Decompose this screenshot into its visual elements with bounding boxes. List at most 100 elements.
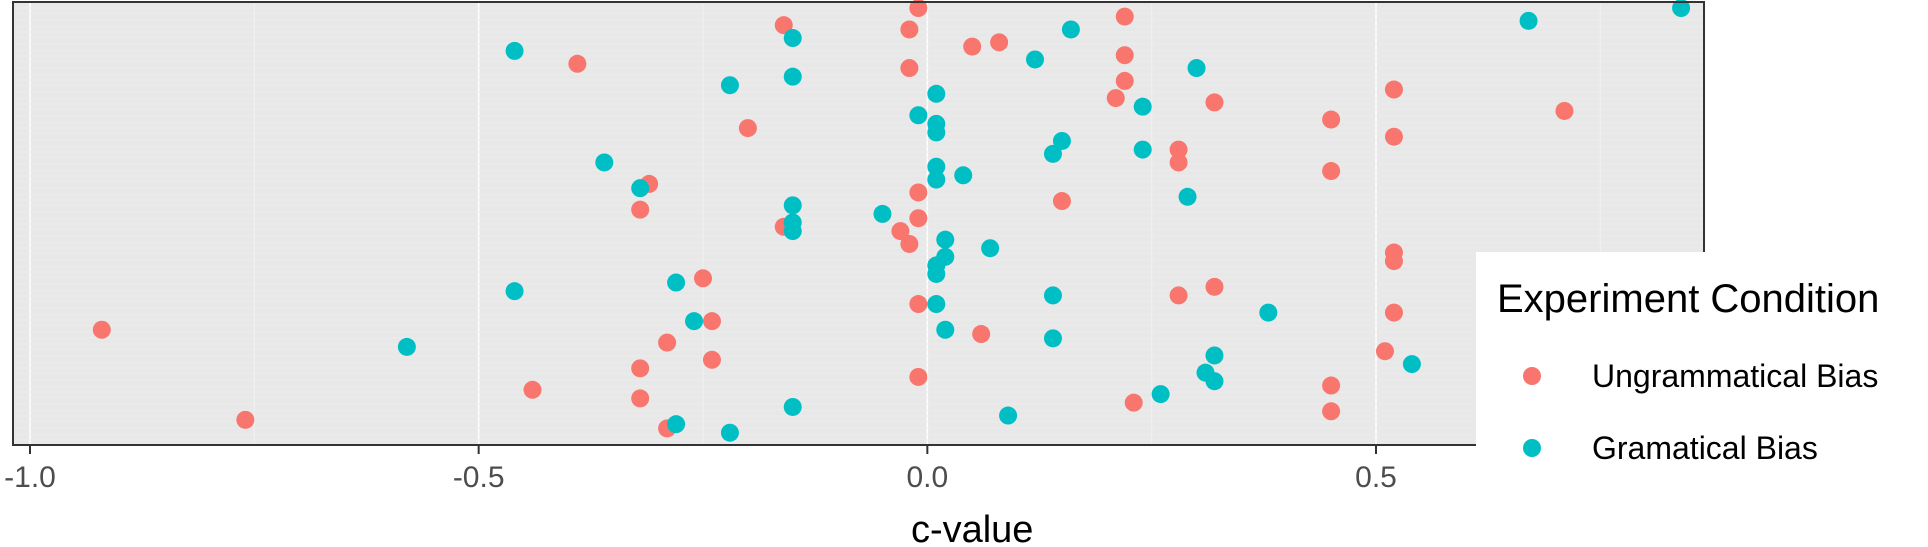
point-ungrammatical-bias	[523, 380, 542, 399]
point-ungrammatical-bias	[1205, 93, 1224, 112]
point-gramatical-bias	[1259, 303, 1278, 322]
point-ungrammatical-bias	[631, 200, 650, 219]
point-ungrammatical-bias	[1375, 342, 1394, 361]
point-gramatical-bias	[783, 67, 802, 86]
point-ungrammatical-bias	[1555, 101, 1574, 120]
point-ungrammatical-bias	[1169, 286, 1188, 305]
point-gramatical-bias	[954, 166, 973, 185]
point-gramatical-bias	[1519, 11, 1538, 30]
point-ungrammatical-bias	[1169, 140, 1188, 159]
point-ungrammatical-bias	[909, 0, 928, 17]
point-ungrammatical-bias	[1322, 110, 1341, 129]
point-ungrammatical-bias	[990, 33, 1009, 52]
point-ungrammatical-bias	[92, 320, 111, 339]
point-ungrammatical-bias	[702, 312, 721, 331]
x-tick-label: 0.5	[1355, 461, 1397, 494]
x-axis-title: c-value	[911, 509, 1034, 547]
point-gramatical-bias	[1402, 355, 1421, 374]
point-ungrammatical-bias	[963, 37, 982, 56]
x-tick-label: -1.0	[4, 461, 56, 494]
point-gramatical-bias	[631, 179, 650, 198]
point-ungrammatical-bias	[1384, 127, 1403, 146]
point-gramatical-bias	[1043, 329, 1062, 348]
point-gramatical-bias	[1205, 346, 1224, 365]
point-ungrammatical-bias	[1169, 153, 1188, 172]
point-gramatical-bias	[936, 320, 955, 339]
point-gramatical-bias	[927, 123, 946, 142]
point-gramatical-bias	[1043, 286, 1062, 305]
point-ungrammatical-bias	[658, 333, 677, 352]
legend-title: Experiment Condition	[1497, 277, 1879, 321]
point-gramatical-bias	[783, 29, 802, 48]
point-gramatical-bias	[783, 196, 802, 215]
legend-label-gramatical-bias: Gramatical Bias	[1592, 430, 1818, 466]
point-gramatical-bias	[1061, 20, 1080, 39]
legend-key-ungrammatical-bias	[1523, 367, 1541, 385]
point-ungrammatical-bias	[972, 325, 991, 344]
point-gramatical-bias	[685, 312, 704, 331]
x-tick-label: -0.5	[453, 461, 505, 494]
point-ungrammatical-bias	[1384, 80, 1403, 99]
point-gramatical-bias	[927, 84, 946, 103]
grid-lines	[13, 2, 1704, 445]
point-ungrammatical-bias	[1322, 162, 1341, 181]
point-ungrammatical-bias	[900, 234, 919, 253]
point-ungrammatical-bias	[236, 410, 255, 429]
point-gramatical-bias	[783, 222, 802, 241]
point-ungrammatical-bias	[900, 20, 919, 39]
point-ungrammatical-bias	[1115, 46, 1134, 65]
data-points	[92, 0, 1691, 442]
point-gramatical-bias	[909, 106, 928, 125]
point-gramatical-bias	[1026, 50, 1045, 69]
point-gramatical-bias	[1133, 140, 1152, 159]
point-gramatical-bias	[981, 239, 1000, 258]
point-ungrammatical-bias	[909, 367, 928, 386]
point-ungrammatical-bias	[738, 119, 757, 138]
point-gramatical-bias	[873, 204, 892, 223]
point-gramatical-bias	[667, 273, 686, 292]
point-ungrammatical-bias	[900, 59, 919, 78]
point-ungrammatical-bias	[774, 16, 793, 35]
point-gramatical-bias	[1178, 187, 1197, 206]
point-gramatical-bias	[927, 264, 946, 283]
point-gramatical-bias	[927, 157, 946, 176]
point-ungrammatical-bias	[1384, 252, 1403, 271]
point-ungrammatical-bias	[1115, 7, 1134, 26]
x-tick-label: 0.0	[906, 461, 948, 494]
point-ungrammatical-bias	[1115, 71, 1134, 90]
point-ungrammatical-bias	[909, 209, 928, 228]
legend-key-gramatical-bias	[1523, 439, 1541, 457]
point-gramatical-bias	[927, 170, 946, 189]
point-gramatical-bias	[720, 76, 739, 95]
point-gramatical-bias	[999, 406, 1018, 425]
point-ungrammatical-bias	[694, 269, 712, 288]
point-ungrammatical-bias	[1205, 277, 1224, 296]
point-gramatical-bias	[783, 397, 802, 416]
legend: Experiment Condition Ungrammatical Bias …	[1476, 252, 1928, 547]
point-ungrammatical-bias	[1384, 303, 1403, 322]
point-gramatical-bias	[1052, 131, 1071, 150]
x-axis: -1.0 -0.5 0.0 0.5	[4, 445, 1397, 494]
plot-border	[12, 1, 1705, 446]
point-ungrammatical-bias	[909, 183, 928, 202]
legend-label-ungrammatical-bias: Ungrammatical Bias	[1592, 358, 1878, 394]
point-ungrammatical-bias	[631, 389, 650, 408]
point-gramatical-bias	[505, 282, 524, 301]
point-ungrammatical-bias	[1322, 402, 1341, 421]
point-ungrammatical-bias	[1124, 393, 1143, 412]
point-ungrammatical-bias	[702, 350, 721, 369]
point-gramatical-bias	[1672, 0, 1691, 17]
point-ungrammatical-bias	[909, 295, 928, 314]
legend-background	[1476, 252, 1928, 547]
point-gramatical-bias	[397, 337, 416, 356]
point-gramatical-bias	[1187, 59, 1206, 78]
point-ungrammatical-bias	[1322, 376, 1341, 395]
point-ungrammatical-bias	[891, 222, 910, 241]
point-gramatical-bias	[595, 153, 614, 172]
point-gramatical-bias	[936, 230, 955, 249]
point-gramatical-bias	[505, 41, 524, 60]
point-gramatical-bias	[1043, 144, 1062, 163]
point-gramatical-bias	[1133, 97, 1152, 116]
point-gramatical-bias	[720, 423, 739, 442]
